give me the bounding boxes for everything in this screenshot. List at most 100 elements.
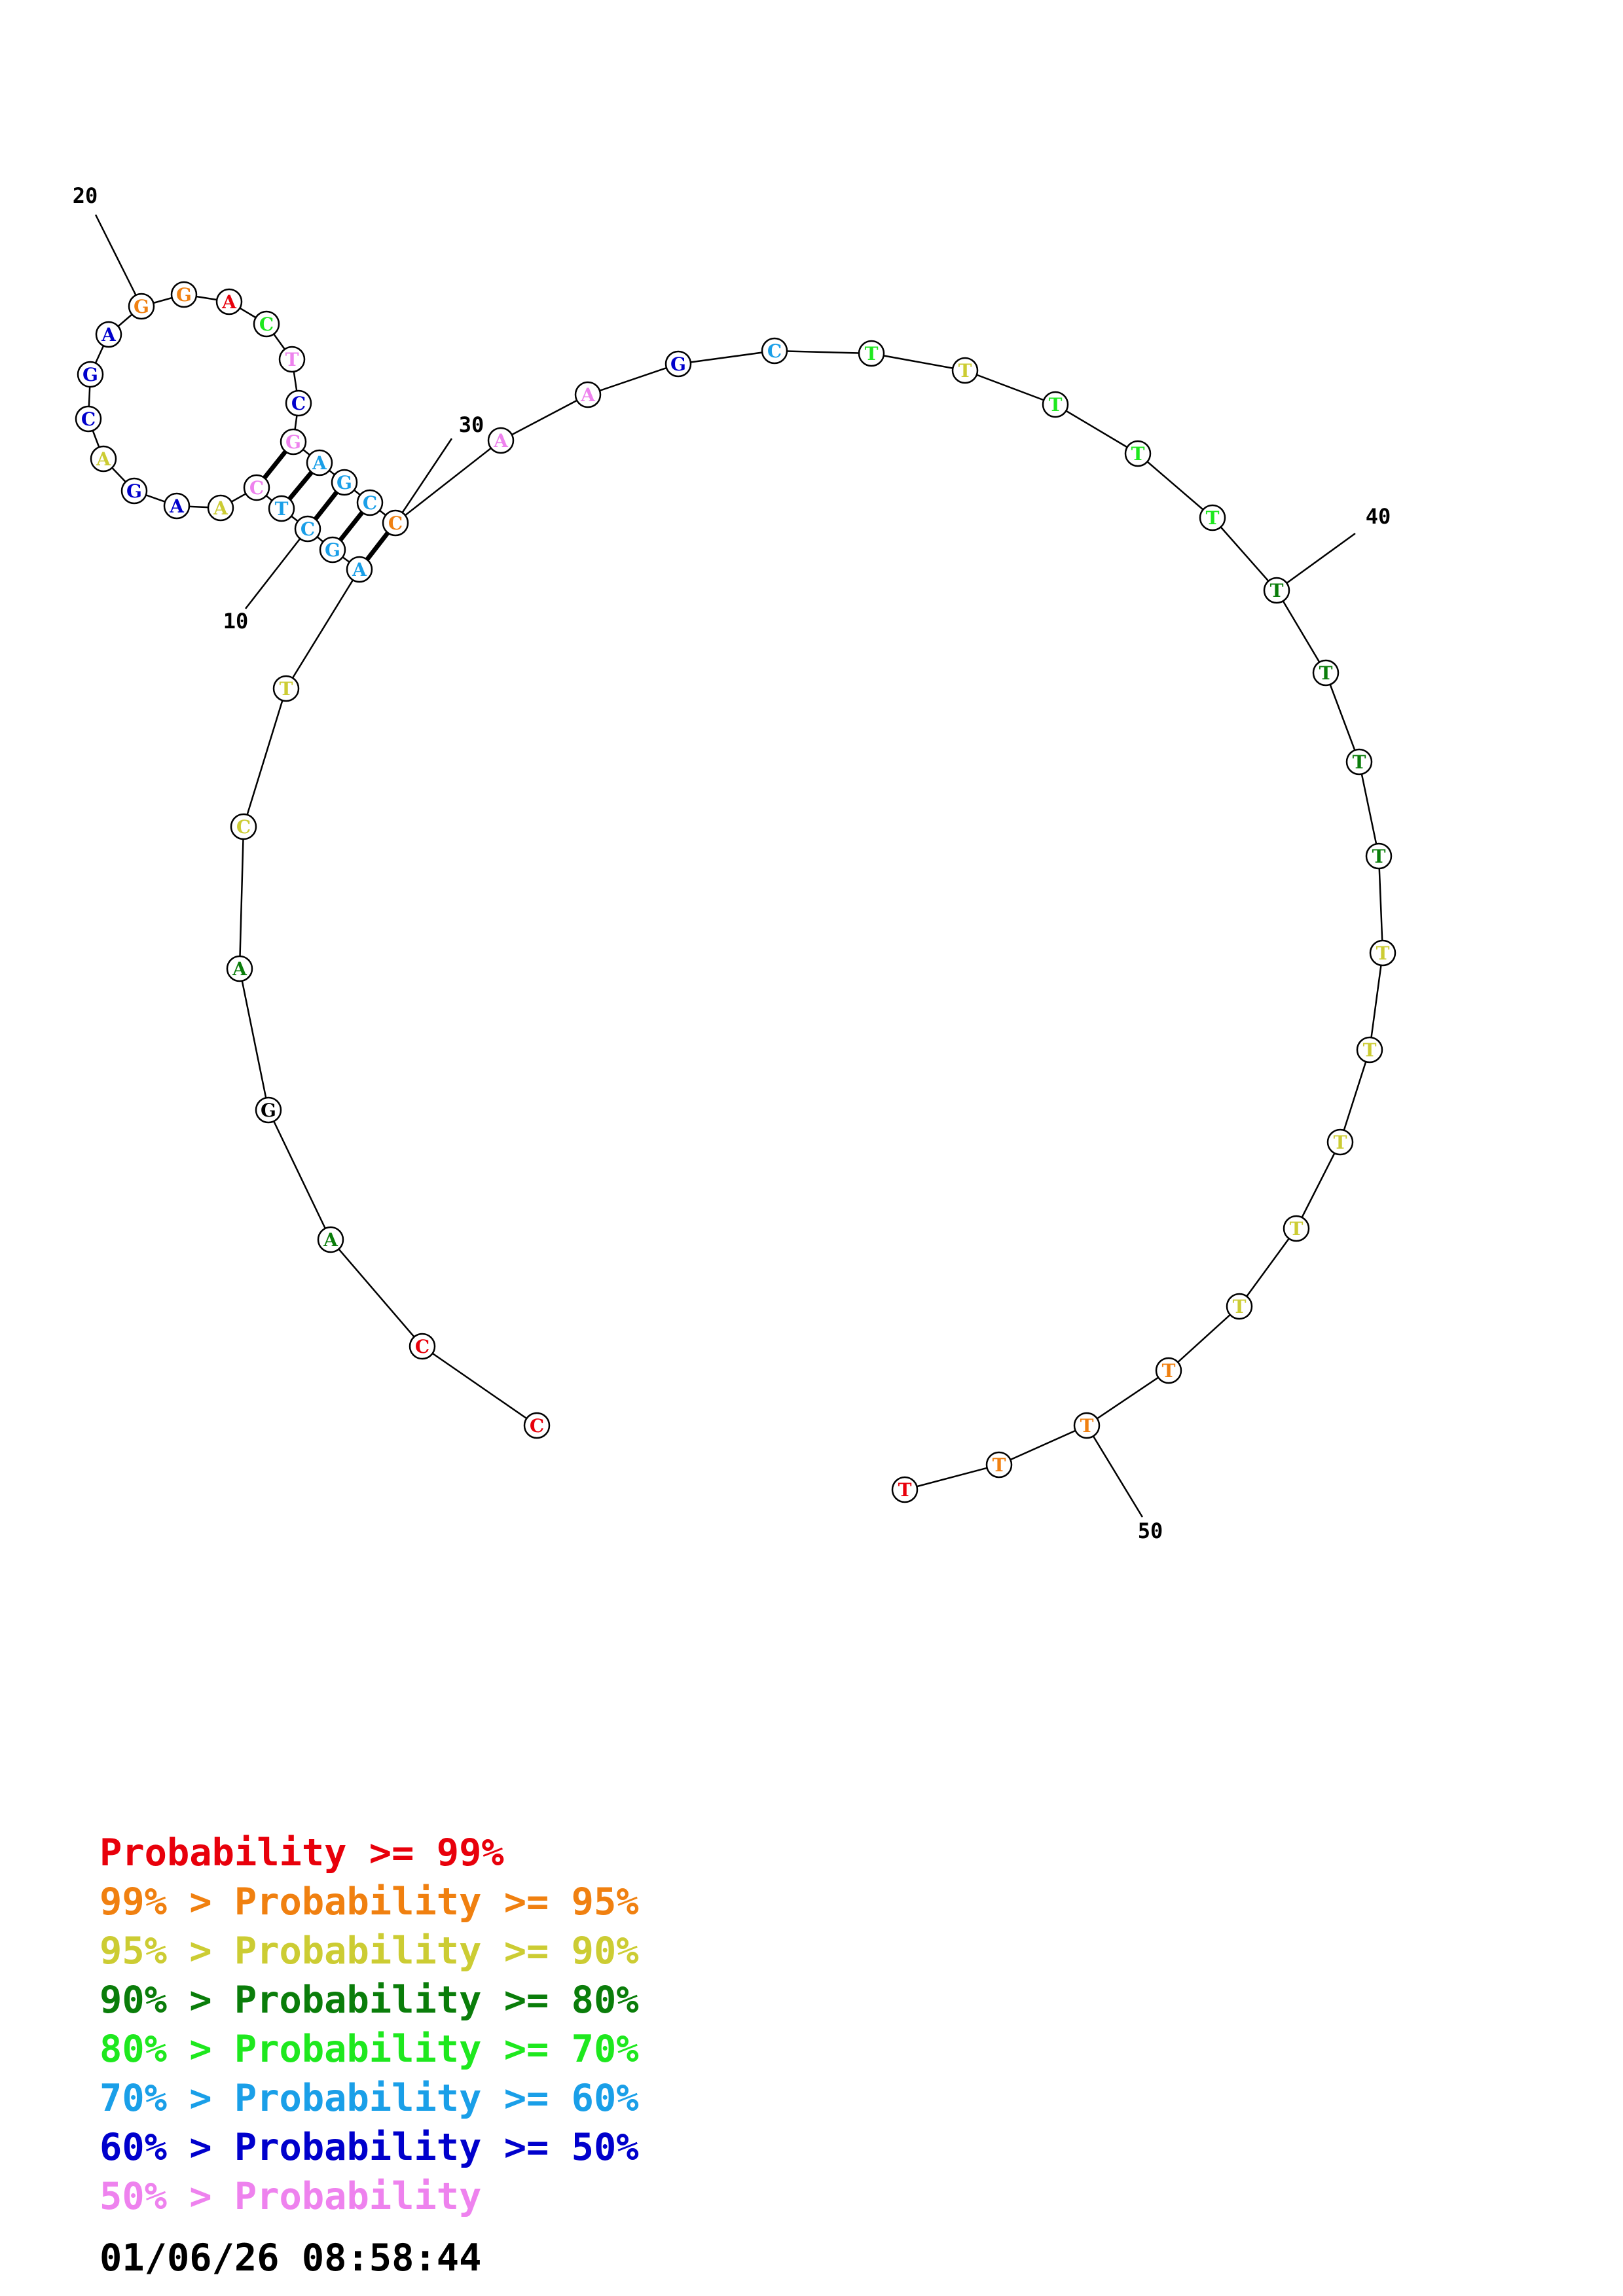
nucleotide-base: T (285, 349, 299, 370)
position-label: 20 (73, 183, 98, 208)
nucleotide: T (1124, 440, 1152, 467)
nucleotide: C (285, 389, 312, 417)
nucleotide-base: T (1376, 942, 1390, 964)
nucleotide-base: T (275, 498, 289, 520)
nucleotide-circle (120, 477, 148, 505)
nucleotide-circle (1226, 1293, 1253, 1320)
nucleotide-circle (891, 1476, 919, 1503)
nucleotide-circle (1073, 1412, 1101, 1439)
nucleotide-circle (574, 381, 602, 408)
nucleotide-base: A (580, 384, 596, 406)
nucleotide: A (163, 492, 191, 520)
nucleotide-circle (523, 1412, 551, 1439)
nucleotide: G (120, 477, 148, 505)
position-tick (1085, 1425, 1144, 1518)
position-tick (394, 438, 453, 524)
nucleotide-base: A (312, 452, 327, 474)
nucleotide: C (294, 515, 321, 543)
nucleotide-base: G (261, 1100, 276, 1121)
nucleotide-base: C (363, 492, 377, 514)
backbone-segment (964, 369, 1056, 406)
nucleotide-circle (1155, 1357, 1182, 1384)
nucleotide-circle (985, 1451, 1013, 1479)
nucleotide-circle (858, 340, 885, 367)
backbone-segment (238, 968, 270, 1111)
nucleotide-base: T (280, 678, 293, 700)
nucleotide-circle (487, 427, 515, 454)
backbone-segment (678, 350, 775, 365)
nucleotide: T (1263, 577, 1290, 604)
nucleotide: A (487, 427, 515, 454)
nucleotide-base: T (1049, 394, 1063, 416)
nucleotide-circle (331, 469, 358, 496)
nucleotide-circle (1365, 842, 1393, 870)
nucleotide-circle (1124, 440, 1152, 467)
nucleotide: T (1226, 1293, 1253, 1320)
backbone-segment (1137, 453, 1213, 518)
nucleotide-circle (75, 405, 102, 433)
nucleotide-base: C (259, 314, 274, 335)
backbone-segment (500, 393, 589, 442)
nucleotide-base: G (126, 480, 142, 502)
position-label: 40 (1366, 504, 1391, 529)
nucleotide-base: T (993, 1454, 1006, 1476)
nucleotide-base: A (96, 448, 111, 470)
nucleotide-base: A (493, 430, 509, 452)
nucleotide: C (243, 474, 270, 501)
nucleotide: T (1369, 939, 1396, 967)
nucleotide-base: A (232, 958, 247, 980)
nucleotide-base: T (1353, 751, 1366, 773)
nucleotide-base: G (134, 296, 149, 317)
nucleotide: A (226, 955, 253, 982)
nucleotide: G (255, 1096, 282, 1124)
nucleotide: T (1345, 748, 1373, 776)
nucleotide-circle (951, 357, 979, 384)
nucleotide-base: C (767, 340, 782, 362)
nucleotide-circle (268, 495, 295, 522)
nucleotide: T (272, 675, 300, 702)
nucleotide: T (951, 357, 979, 384)
nucleotide-circle (306, 449, 333, 476)
backbone-segment (1086, 1369, 1169, 1427)
nucleotide-base: G (670, 353, 686, 375)
nucleotide-circle (170, 281, 198, 308)
backbone-segment (1168, 1306, 1240, 1371)
nucleotide: T (858, 340, 885, 367)
nucleotide: A (215, 288, 243, 315)
nucleotide-circle (317, 1226, 344, 1253)
nucleotide-base: T (958, 360, 972, 382)
backbone-segment (871, 352, 966, 372)
position-label: 50 (1138, 1518, 1163, 1543)
nucleotide-circle (280, 428, 307, 456)
nucleotide-circle (1263, 577, 1290, 604)
backbone-segment (1055, 403, 1139, 455)
nucleotide-circle (278, 346, 306, 373)
backbone-segment (1212, 517, 1277, 591)
backbone-segment (238, 826, 245, 969)
nucleotide-base: A (323, 1229, 338, 1251)
nucleotide: T (1312, 659, 1340, 687)
nucleotide-circle (253, 310, 280, 338)
nucleotide-base: A (169, 495, 185, 517)
nucleotide-base: A (101, 324, 117, 346)
nucleotide-circle (215, 288, 243, 315)
nucleotide: G (77, 361, 104, 388)
backbone-segment (1324, 672, 1360, 762)
nucleotide-base: C (388, 512, 403, 534)
nucleotide-circle (272, 675, 300, 702)
nucleotide-circle (1356, 1036, 1383, 1064)
nucleotide: T (985, 1451, 1013, 1479)
nucleotide-circle (163, 492, 191, 520)
nucleotide-circle (1283, 1215, 1310, 1242)
nucleotide-circle (409, 1333, 436, 1360)
nucleotide: T (1365, 842, 1393, 870)
nucleotide-base: A (213, 497, 228, 519)
nucleotide: C (230, 813, 257, 840)
nucleotide-base: T (1233, 1296, 1247, 1318)
nucleotide-circle (128, 293, 155, 320)
nucleotide: A (574, 381, 602, 408)
nucleotide: A (346, 556, 373, 583)
nucleotide-circle (77, 361, 104, 388)
